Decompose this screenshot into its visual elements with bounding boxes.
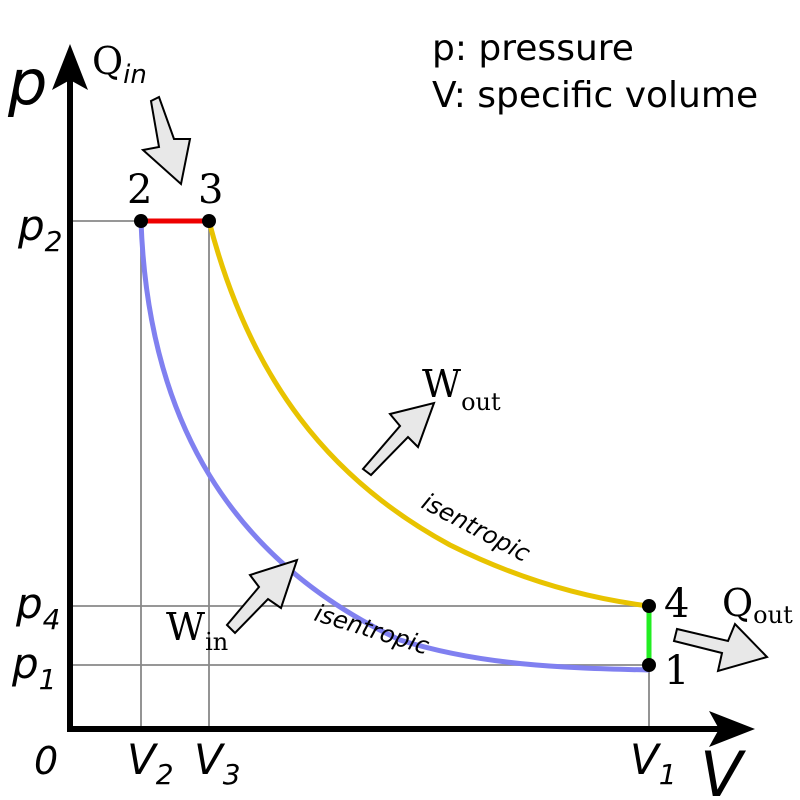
state-label-3: 3 [198, 167, 223, 213]
legend-pressure: p: pressure [432, 28, 634, 69]
y-tick-p2: p2 [17, 201, 63, 258]
state-point-1 [642, 658, 656, 672]
isentropic-expansion-curve [206, 220, 650, 609]
state-label-2: 2 [127, 167, 152, 213]
x-axis-title: V [700, 738, 747, 800]
w-in-arrow [225, 558, 299, 635]
legend-specific-volume: V: specific volume [432, 75, 758, 116]
x-tick-v1: V1 [630, 735, 677, 791]
energy-arrows [140, 95, 769, 673]
isentropic-label-compression: isentropic [311, 599, 432, 660]
x-tick-v3: V3 [194, 735, 241, 791]
w-out-label: Wout [422, 362, 501, 416]
state-point-2 [134, 214, 148, 228]
state-point-3 [202, 214, 216, 228]
w-in-label: Win [166, 605, 228, 656]
state-label-4: 4 [664, 581, 689, 627]
y-axis-title: p [7, 46, 47, 119]
isentropic-compression-curve [138, 220, 650, 673]
axes [52, 44, 755, 747]
q-out-arrow [672, 622, 769, 673]
w-out-arrow [361, 401, 436, 477]
q-in-arrow [140, 95, 192, 186]
reference-lines [70, 220, 650, 731]
y-tick-p1: p1 [11, 639, 57, 696]
x-axis-arrowhead [709, 711, 755, 747]
state-point-4 [642, 599, 656, 613]
x-tick-v2: V2 [127, 735, 174, 791]
origin-label: 0 [34, 739, 58, 783]
y-tick-p4: p4 [15, 579, 61, 636]
q-in-label: Qin [92, 39, 147, 90]
q-out-label: Qout [722, 581, 793, 629]
y-axis-arrowhead [52, 44, 88, 90]
state-label-1: 1 [664, 648, 689, 694]
